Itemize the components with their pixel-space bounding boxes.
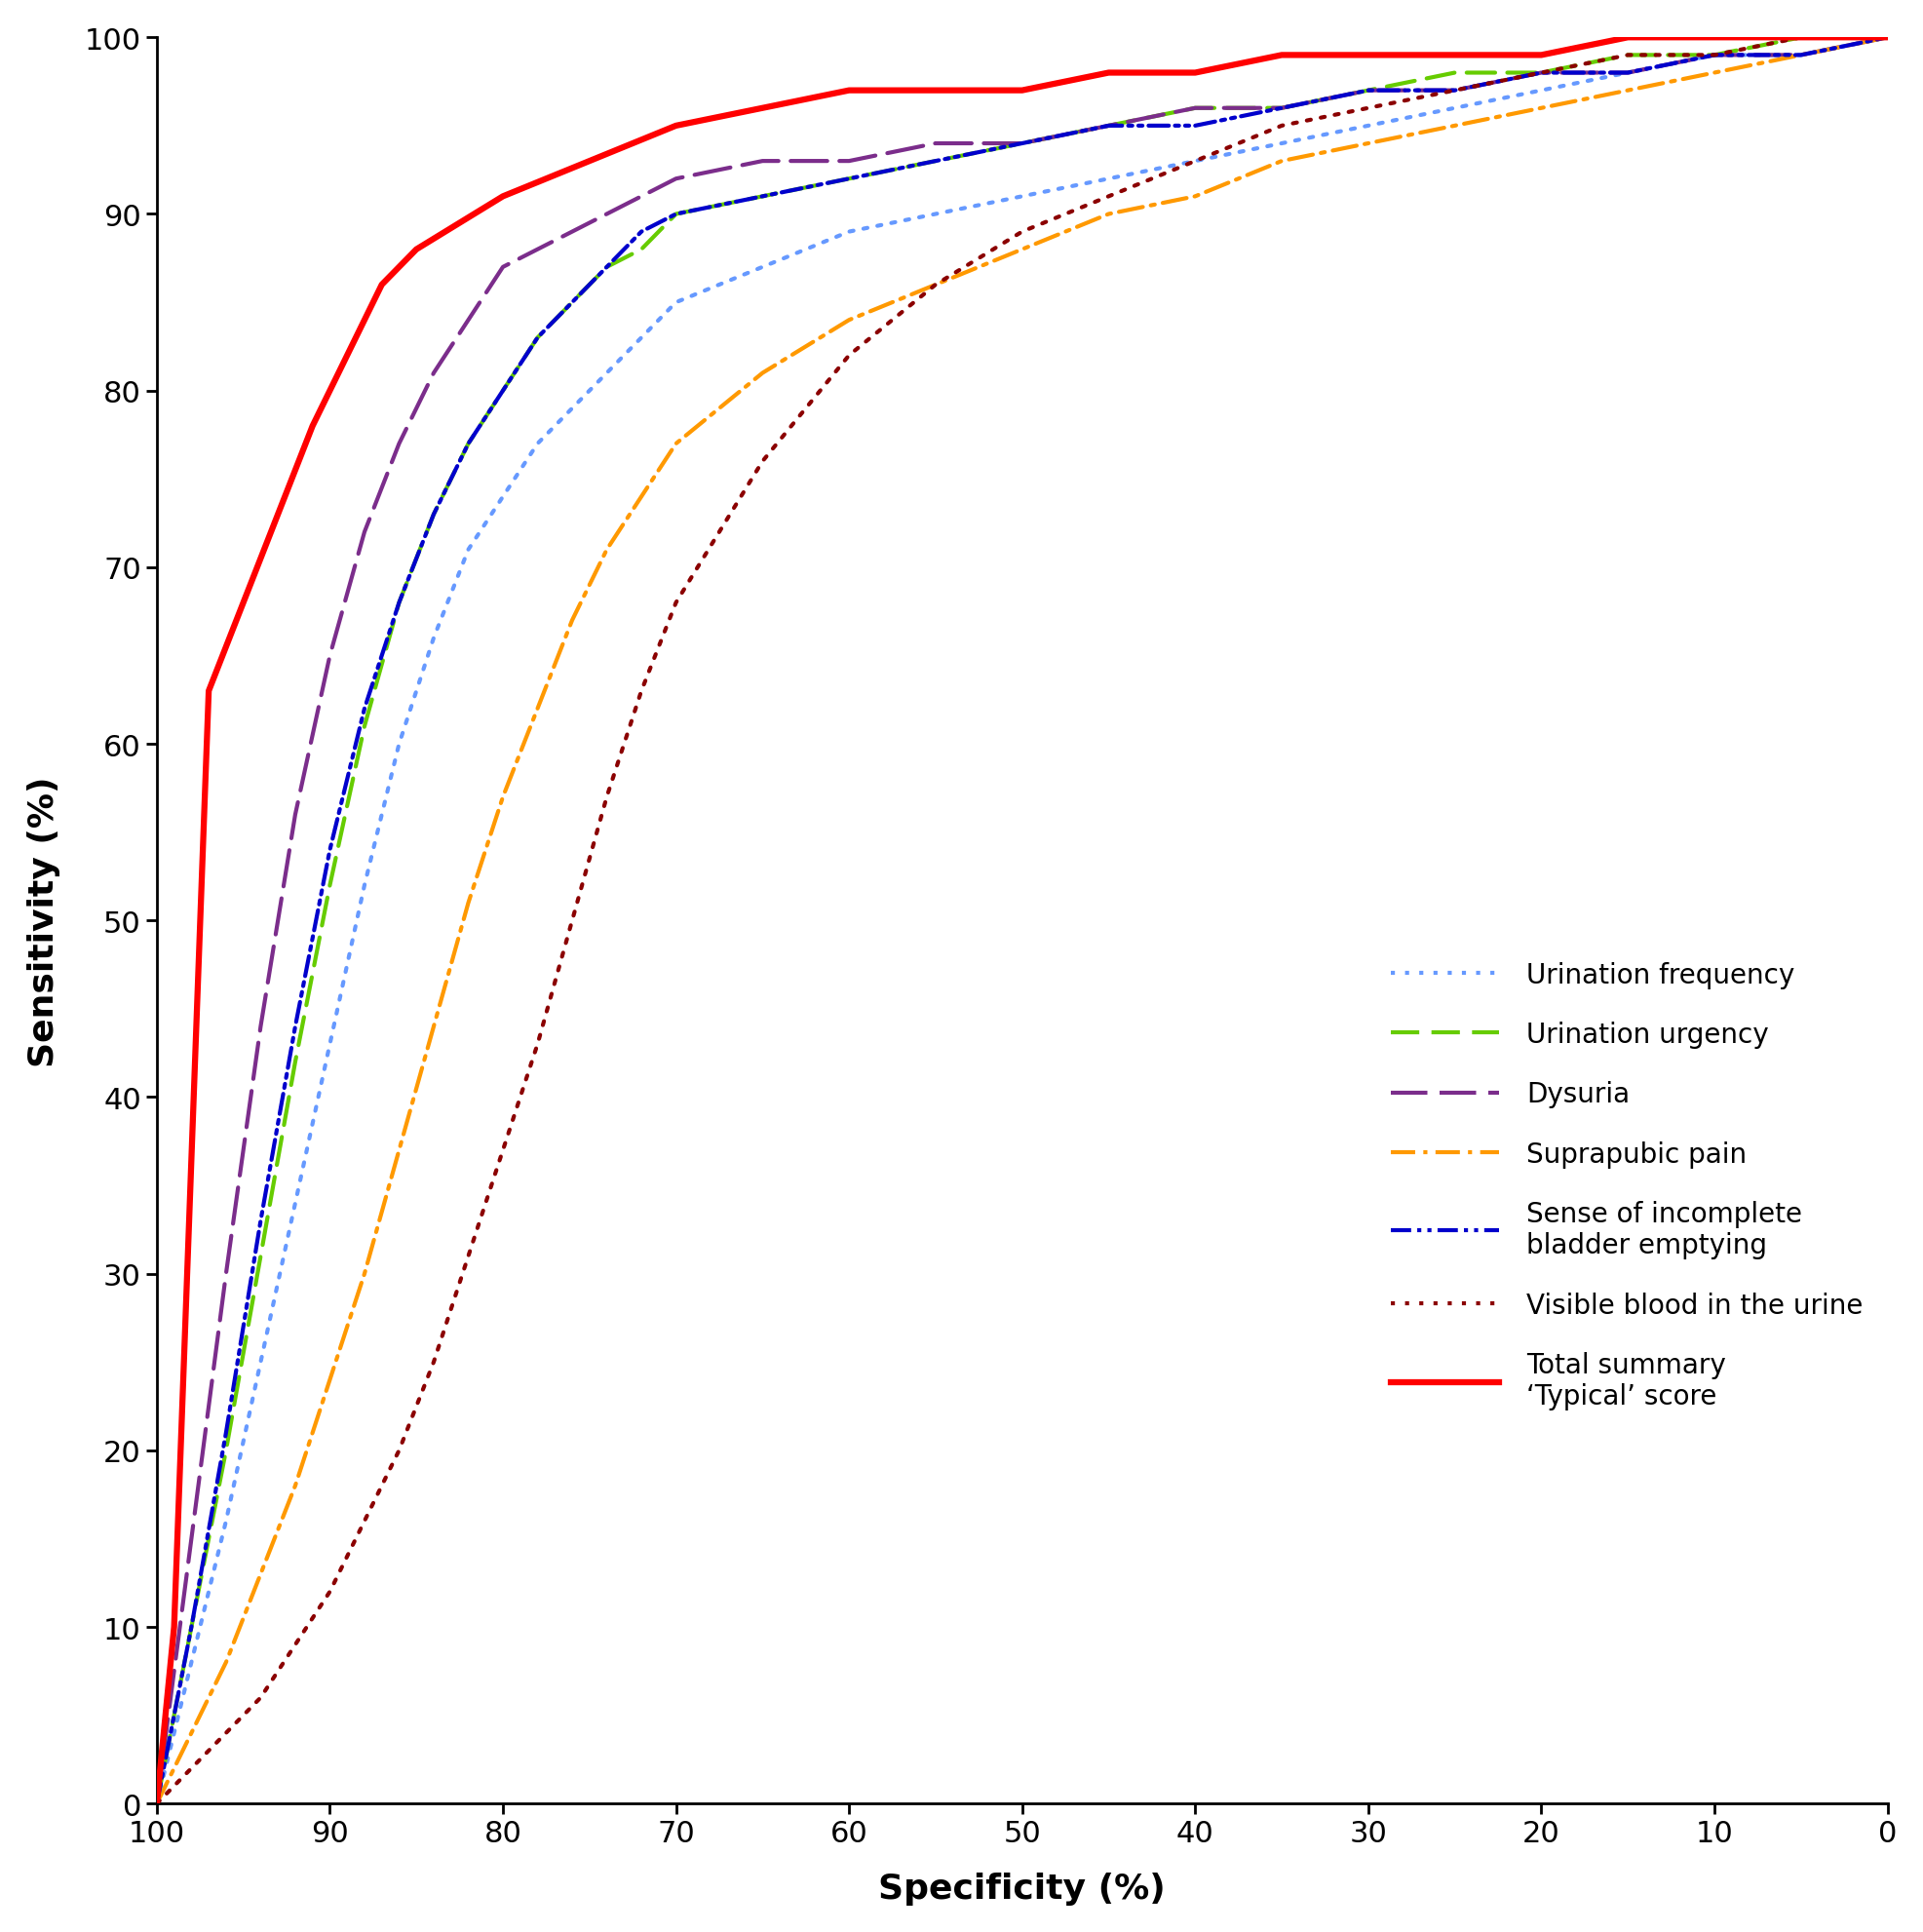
Legend: Urination frequency, Urination urgency, Dysuria, Suprapubic pain, Sense of incom: Urination frequency, Urination urgency, … <box>1379 951 1873 1422</box>
X-axis label: Specificity (%): Specificity (%) <box>879 1872 1165 1905</box>
Y-axis label: Sensitivity (%): Sensitivity (%) <box>27 775 60 1066</box>
